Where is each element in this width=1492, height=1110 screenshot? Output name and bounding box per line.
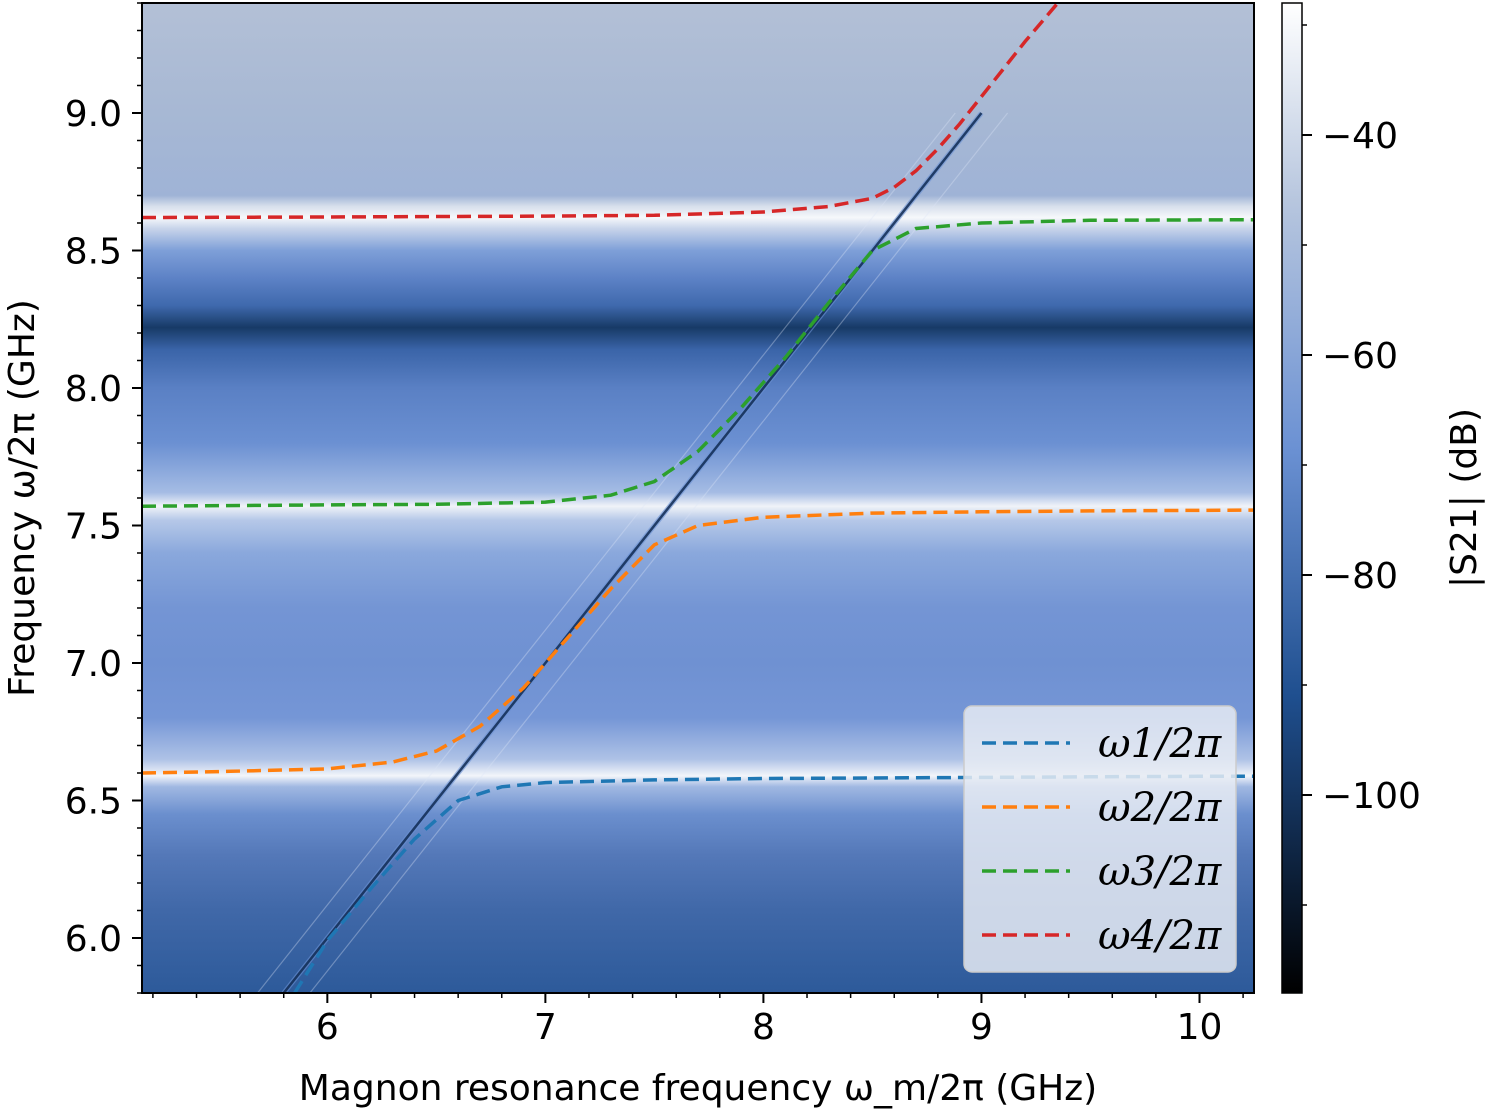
magnon-sideline-left [257,112,956,993]
x-tick-label: 8 [752,1007,775,1048]
magnon-sideline-right [309,112,1009,993]
colorbar: −40 −60 −80 −100 |S21| (dB) [1281,2,1485,994]
x-tick-label: 7 [534,1007,557,1048]
y-tick-label: 7.5 [65,507,122,548]
x-axis-label: Magnon resonance frequency ω_m/2π (GHz) [299,1068,1097,1109]
colorbar-tick-label: −60 [1322,336,1398,377]
series-line-4 [142,3,1060,220]
colorbar-tick-label: −80 [1322,556,1398,597]
y-axis-label: Frequency ω/2π (GHz) [2,299,43,697]
legend: ω1/2π ω2/2π ω3/2π ω4/2π [963,705,1237,973]
series-line-2 [142,508,1254,775]
x-tick-label: 6 [316,1007,339,1048]
y-tick-label: 9.0 [65,94,122,135]
legend-label: ω2/2π [1098,785,1222,831]
y-axis-ticks: 6.0 6.5 7.0 7.5 8.0 8.5 9.0 [65,2,142,994]
colorbar-label: |S21| (dB) [1444,408,1485,588]
colorbar-tick-label: −100 [1322,776,1421,817]
colorbar-gradient [1281,2,1303,994]
y-tick-label: 8.0 [65,369,122,410]
legend-label: ω3/2π [1098,849,1222,895]
heatmap-plot [141,2,1255,994]
series-line-3 [142,217,1254,508]
legend-label: ω4/2π [1098,913,1222,959]
y-tick-label: 8.5 [65,232,122,273]
x-axis-ticks: 6 7 8 9 10 [152,993,1244,1048]
y-tick-label: 7.0 [65,644,122,685]
legend-label: ω1/2π [1098,721,1222,767]
y-tick-label: 6.0 [65,919,122,960]
y-tick-label: 6.5 [65,782,122,823]
x-tick-label: 10 [1177,1007,1223,1048]
x-tick-label: 9 [970,1007,993,1048]
colorbar-tick-label: −40 [1322,116,1398,157]
legend-box [963,705,1237,973]
colorbar-ticks: −40 −60 −80 −100 [1302,24,1421,906]
